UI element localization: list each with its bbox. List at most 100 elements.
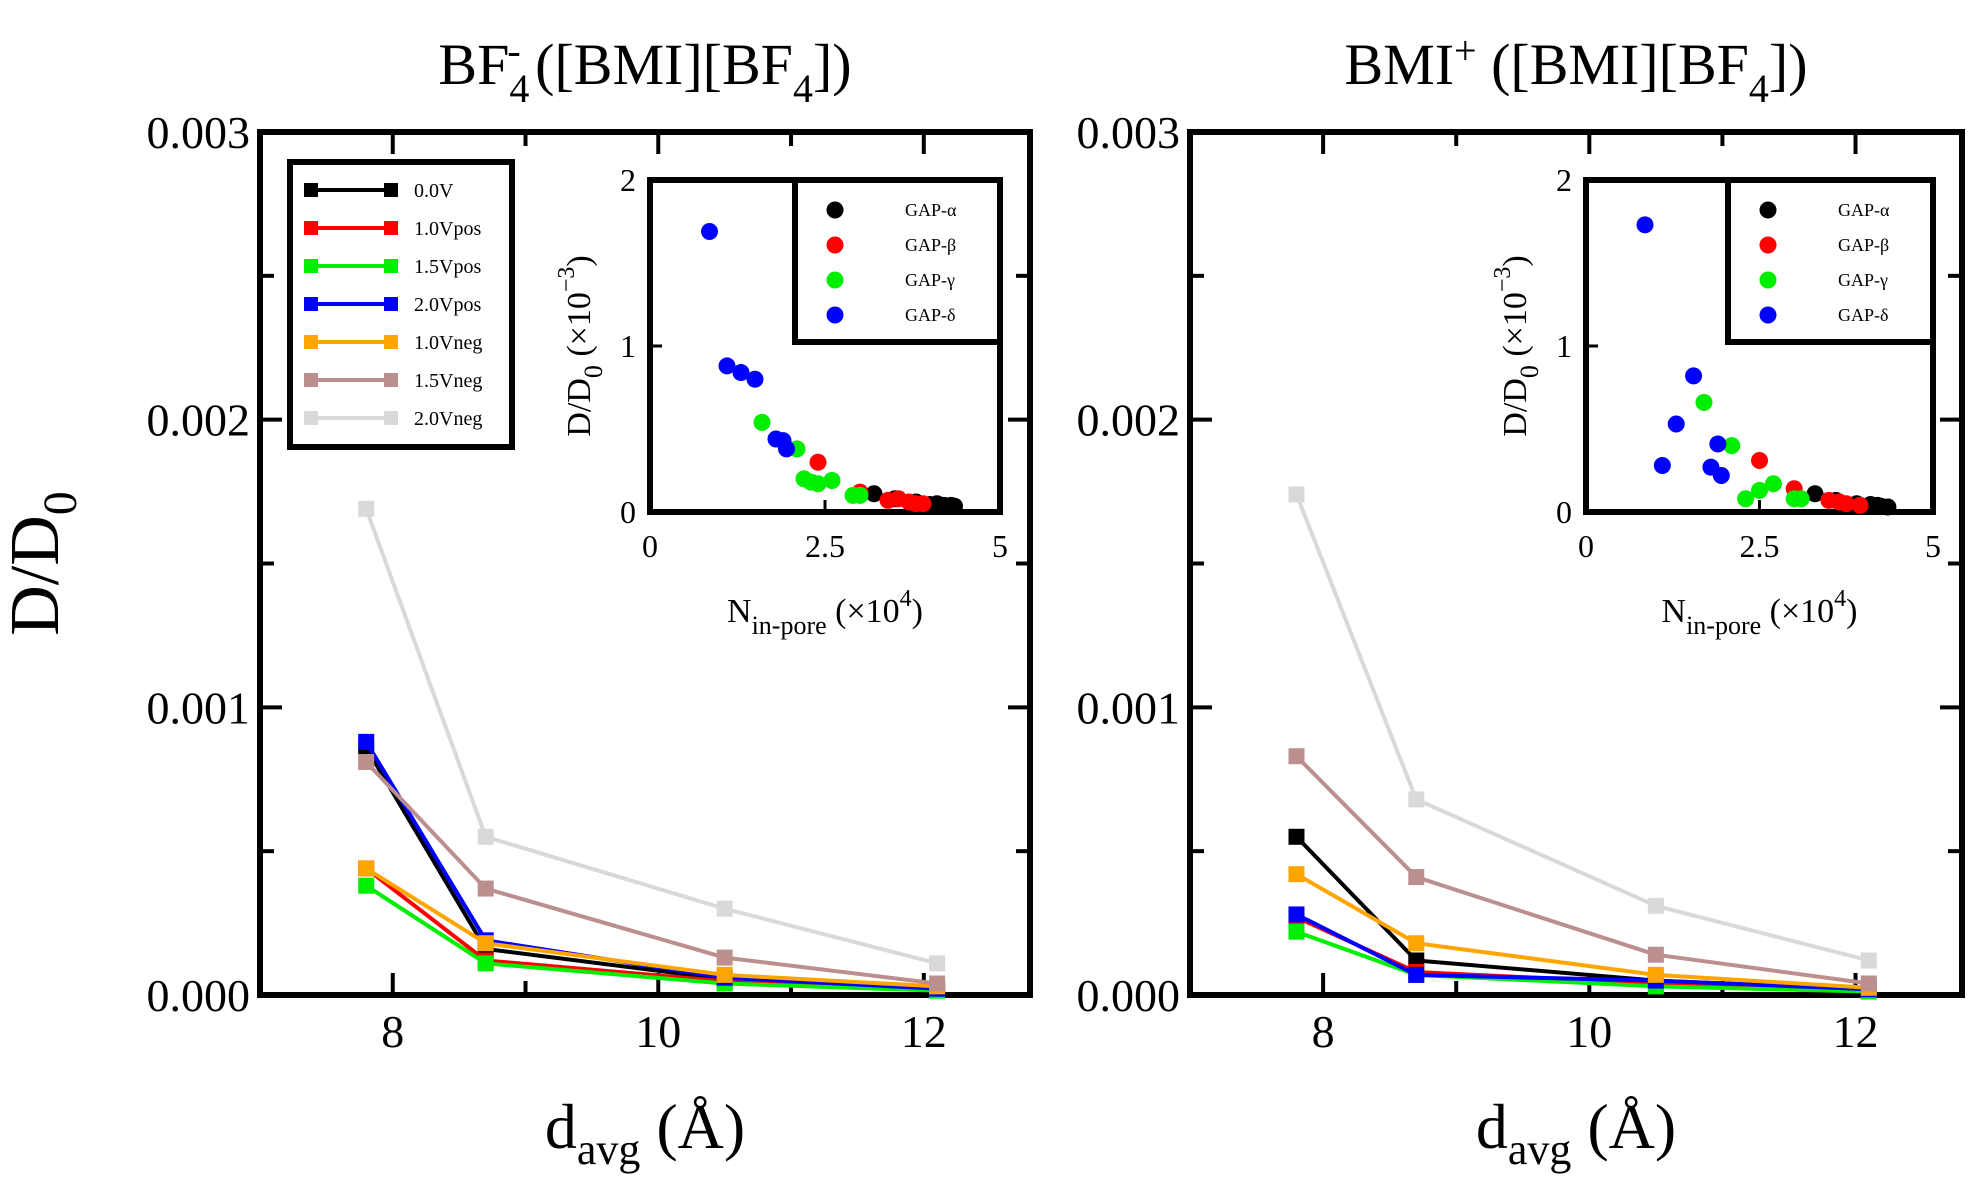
x-tick-label: 10 <box>635 1006 681 1057</box>
chart-title: BF4- ([BMI][BF4]) <box>438 28 851 111</box>
series-marker-1.5Vneg <box>477 880 494 897</box>
inset-x-tick-label: 0 <box>642 528 658 564</box>
point-GAP-δ <box>1653 457 1671 475</box>
inset-legend-label: GAP-α <box>905 200 957 220</box>
legend-marker <box>384 221 398 235</box>
legend-label: 1.0Vneg <box>414 332 482 354</box>
legend-marker <box>304 373 318 387</box>
y-tick-label: 0.003 <box>147 107 251 158</box>
legend-marker <box>384 373 398 387</box>
x-tick-label: 12 <box>1833 1006 1879 1057</box>
point-GAP-δ <box>718 357 736 375</box>
inset-x-tick-label: 5 <box>992 528 1008 564</box>
inset-y-tick-label: 0 <box>1556 494 1572 530</box>
point-GAP-δ <box>701 222 718 240</box>
inset-legend-marker <box>1759 306 1777 324</box>
legend-marker <box>304 221 318 235</box>
inset-legend-label: GAP-β <box>1838 235 1889 255</box>
inset-legend-label: GAP-δ <box>905 305 955 325</box>
y-tick-label: 0.001 <box>1077 682 1181 733</box>
series-marker-1.5Vneg <box>1288 748 1305 765</box>
y-tick-label: 0.001 <box>147 682 251 733</box>
legend-marker <box>304 297 318 311</box>
series-marker-2.0Vpos <box>358 733 375 750</box>
point-GAP-β <box>914 495 932 513</box>
point-GAP-γ <box>851 486 869 504</box>
point-GAP-β <box>1751 452 1768 470</box>
series-marker-1.0Vneg <box>358 860 375 877</box>
y-tick-label: 0.002 <box>1077 395 1181 446</box>
inset-x-axis-label: Nin-pore (×104) <box>1662 586 1858 640</box>
inset-y-axis-label: D/D0 (×10−3) <box>554 255 608 436</box>
point-GAP-α <box>865 485 883 503</box>
series-marker-1.0Vneg <box>477 935 494 952</box>
series-marker-2.0Vneg <box>716 900 733 917</box>
point-GAP-γ <box>802 473 820 491</box>
inset-legend-label: GAP-γ <box>905 270 955 290</box>
inset-x-axis-label: Nin-pore (×104) <box>727 586 923 640</box>
legend-marker <box>384 259 398 273</box>
inset-legend-box <box>792 177 1003 345</box>
inset-legend-marker <box>1759 236 1777 254</box>
inset-legend-label: GAP-γ <box>1838 270 1888 290</box>
inset-legend-label: GAP-α <box>1838 200 1890 220</box>
inset-legend-marker <box>826 271 844 289</box>
inset-x-tick-label: 2.5 <box>805 528 845 564</box>
inset-y-tick-label: 1 <box>620 328 636 364</box>
x-tick-label: 10 <box>1566 1006 1612 1057</box>
inset-legend-marker <box>1759 271 1777 289</box>
point-GAP-γ <box>1764 475 1782 493</box>
point-GAP-γ <box>1723 437 1741 455</box>
y-tick-label: 0.000 <box>147 970 251 1021</box>
series-marker-2.0Vneg <box>1647 897 1664 914</box>
series-line-2.0Vpos <box>364 740 938 991</box>
inset-legend-marker <box>826 236 844 254</box>
inset-legend-marker <box>826 201 844 219</box>
series-marker-1.0Vneg <box>1647 966 1664 983</box>
series-marker-1.0Vneg <box>716 966 733 983</box>
series-marker-2.0Vneg <box>1860 952 1877 969</box>
legend-marker <box>304 411 318 425</box>
series-line-1.0Vneg <box>365 866 938 989</box>
legend-label: 1.0Vpos <box>414 218 481 240</box>
legend-marker <box>384 335 398 349</box>
legend-label: 2.0Vneg <box>414 408 482 430</box>
point-GAP-α <box>935 496 953 514</box>
series-marker-1.5Vneg <box>716 949 733 966</box>
point-GAP-α <box>1806 485 1824 503</box>
right-inset-chart: 0 2.5 5 0 1 2 Nin-pore (×104) D/D0 (×10−3) GAP-α… <box>1490 162 1941 640</box>
inset-legend-box <box>1725 177 1936 345</box>
inset-legend-label: GAP-δ <box>1838 305 1888 325</box>
series-marker-1.5Vpos <box>358 877 375 894</box>
inset-x-tick-label: 2.5 <box>1740 528 1780 564</box>
series-marker-2.0Vpos <box>1408 966 1425 983</box>
point-GAP-δ <box>732 364 750 382</box>
inset-legend-marker <box>1759 201 1777 219</box>
series-marker-1.5Vneg <box>1647 946 1664 963</box>
legend-label: 0.0V <box>414 180 454 202</box>
series-line-2.0Vpos <box>1295 912 1869 992</box>
point-GAP-δ <box>1709 435 1727 453</box>
series-marker-2.0Vneg <box>477 828 494 845</box>
series-marker-2.0Vneg <box>358 500 375 517</box>
inset-legend-marker <box>826 306 844 324</box>
series-marker-0.0V <box>1288 828 1305 845</box>
series-marker-1.0Vneg <box>1288 866 1305 883</box>
series-line-0.0V <box>364 746 938 992</box>
left-inset-chart: 0 2.5 5 0 1 2 Nin-pore (×104) D/D0 (×10−3) GAP-α… <box>554 162 1008 640</box>
point-GAP-γ <box>1695 393 1713 411</box>
point-GAP-β <box>890 490 907 508</box>
point-GAP-γ <box>753 413 771 431</box>
legend-marker <box>384 183 398 197</box>
series-line-1.0Vneg <box>1295 872 1869 990</box>
series-line-2.0Vneg <box>364 508 938 966</box>
series-line-1.5Vneg <box>364 760 938 986</box>
series-marker-1.5Vpos <box>477 955 494 972</box>
inset-y-tick-label: 2 <box>1556 162 1572 198</box>
x-axis-label: davg (Å) <box>545 1091 745 1174</box>
series-marker-2.0Vneg <box>1288 486 1305 503</box>
point-GAP-β <box>809 453 827 471</box>
series-line-1.5Vpos <box>365 884 938 993</box>
